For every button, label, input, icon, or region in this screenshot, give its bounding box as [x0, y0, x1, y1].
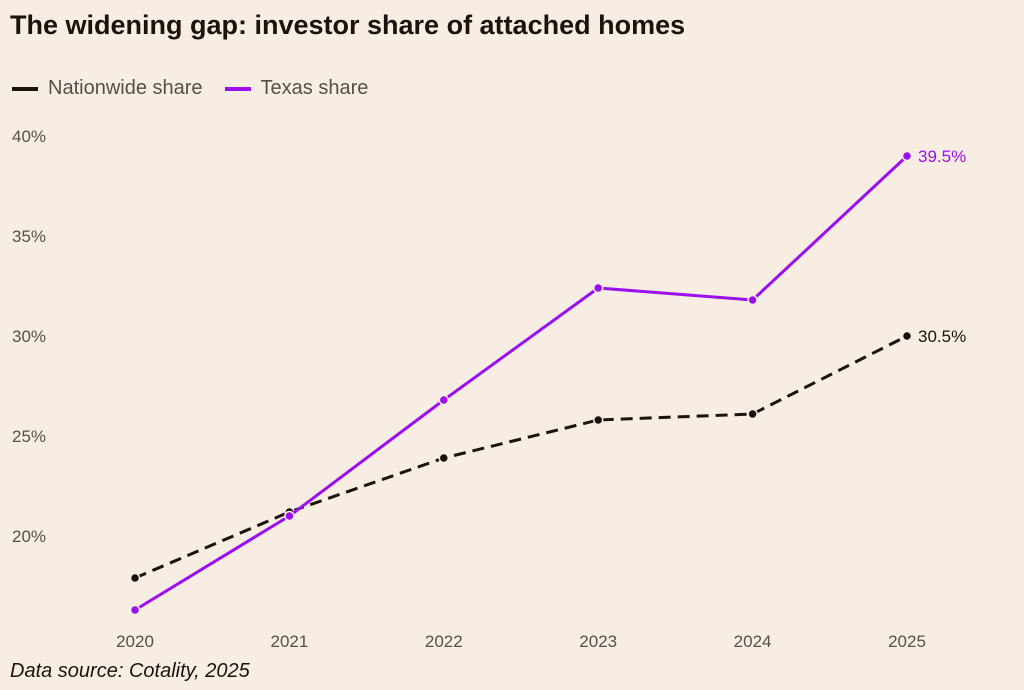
data-point [901, 330, 913, 342]
legend-swatch-texas [224, 86, 251, 91]
x-tick-label: 2020 [116, 632, 154, 651]
data-point [129, 604, 141, 616]
y-tick-label: 30% [12, 327, 46, 346]
y-tick-label: 25% [12, 427, 46, 446]
data-point [284, 510, 295, 522]
legend: Nationwide share Texas share [12, 77, 390, 100]
legend-item-nationwide: Nationwide share [12, 77, 203, 100]
x-tick-label: 2024 [734, 632, 772, 651]
data-point [901, 150, 913, 162]
data-point [747, 408, 758, 420]
legend-label-nationwide: Nationwide share [48, 77, 203, 99]
y-tick-label: 20% [12, 527, 46, 546]
x-tick-label: 2021 [270, 632, 308, 651]
data-point [592, 414, 604, 426]
chart-title: The widening gap: investor share of atta… [10, 10, 686, 40]
series-line-1 [134, 154, 909, 612]
data-source: Data source: Cotality, 2025 [10, 660, 250, 682]
series-line-0 [134, 334, 908, 580]
legend-swatch-nationwide [12, 86, 38, 91]
x-tick-label: 2025 [888, 632, 926, 651]
y-tick-label: 35% [12, 227, 46, 246]
legend-label-texas: Texas share [260, 77, 369, 99]
x-tick-label: 2023 [579, 632, 617, 651]
end-value-label: 30.5% [918, 327, 966, 346]
data-point [747, 294, 758, 306]
x-tick-label: 2022 [425, 632, 463, 651]
y-tick-label: 40% [12, 127, 46, 146]
data-point [438, 452, 450, 464]
data-point [592, 282, 604, 294]
end-value-label: 39.5% [918, 147, 966, 166]
data-point [129, 572, 141, 584]
legend-item-texas: Texas share [224, 77, 369, 100]
data-point [438, 394, 450, 406]
